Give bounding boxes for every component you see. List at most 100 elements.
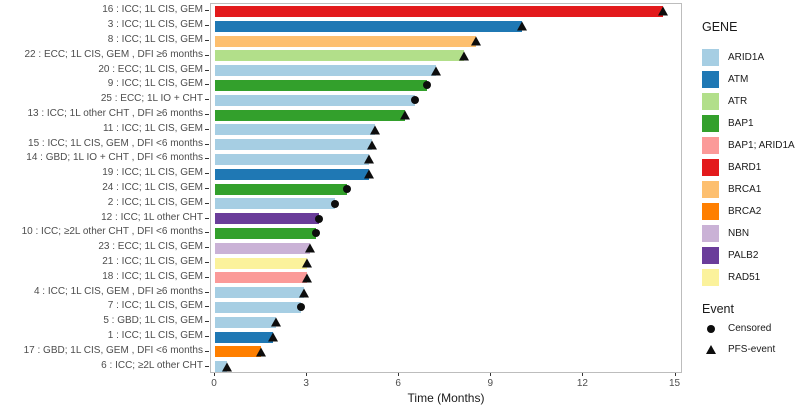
swimmer-bar <box>215 94 415 106</box>
gene-label: PALB2 <box>728 249 759 261</box>
y-tick-mark <box>205 306 209 308</box>
y-axis-label: 19 : ICC; 1L CIS, GEM <box>102 167 203 179</box>
pfs-event-icon <box>702 345 719 354</box>
gene-color-swatch <box>702 246 719 264</box>
legend-event-title: Event <box>702 302 734 316</box>
legend-gene-entry: BRCA1 <box>702 178 800 200</box>
censored-marker <box>330 199 339 208</box>
x-tick-mark <box>214 373 215 376</box>
y-axis-label: 9 : ICC; 1L CIS, GEM <box>107 78 203 90</box>
x-tick-mark <box>582 373 584 376</box>
x-tick-label: 12 <box>576 378 588 389</box>
swimmer-bar <box>215 301 301 313</box>
swimmer-bar <box>215 5 664 17</box>
swimmer-bar <box>215 20 522 32</box>
gene-color-swatch <box>702 114 719 132</box>
gene-label: RAD51 <box>728 271 761 283</box>
x-tick-label: 6 <box>395 378 401 389</box>
x-tick-mark <box>398 373 400 376</box>
gene-label: BARD1 <box>728 161 762 173</box>
x-axis-title: Time (Months) <box>407 391 485 405</box>
swimmer-bar <box>215 124 375 136</box>
plot-panel <box>210 3 682 373</box>
y-axis-label: 1 : ICC; 1L CIS, GEM <box>107 330 203 341</box>
x-tick-mark <box>306 373 308 376</box>
y-axis-label: 25 : ECC; 1L IO + CHT <box>100 93 203 105</box>
x-tick-label: 15 <box>668 378 681 389</box>
censored-marker <box>312 229 321 238</box>
y-tick-mark <box>205 158 209 160</box>
pfs-event-marker <box>470 36 481 46</box>
legend-gene-entry: BAP1; ARID1A <box>702 134 800 156</box>
triangle-shape <box>705 345 716 354</box>
gene-label: BRCA1 <box>728 183 762 195</box>
y-tick-mark <box>205 188 209 189</box>
y-tick-mark <box>205 84 209 86</box>
pfs-event-marker <box>302 258 313 268</box>
gene-label: ATR <box>728 95 748 107</box>
y-axis-label: 24 : ICC; 1L CIS, GEM <box>102 182 203 193</box>
event-label: PFS-event <box>728 344 776 355</box>
swimmer-bar <box>215 272 308 284</box>
pfs-event-marker <box>369 125 380 135</box>
y-tick-mark <box>205 54 209 56</box>
pfs-event-marker <box>658 6 669 16</box>
gene-label: BRCA2 <box>728 205 762 217</box>
swimmer-bar <box>215 316 277 328</box>
legend-event-entry: Censored <box>702 318 800 339</box>
swimmer-bar <box>215 65 437 77</box>
y-axis-label: 10 : ICC; ≥2L other CHT , DFI <6 months <box>21 226 203 238</box>
y-tick-mark <box>205 276 209 278</box>
swimmer-bar <box>215 153 369 165</box>
gene-label: NBN <box>728 227 750 239</box>
y-tick-mark <box>205 321 209 323</box>
swimmer-bar <box>215 79 427 91</box>
y-axis-label: 8 : ICC; 1L CIS, GEM <box>107 34 203 45</box>
legend-gene-entry: BRCA2 <box>702 200 800 222</box>
pfs-event-marker <box>363 154 374 164</box>
y-axis-label: 20 : ECC; 1L CIS, GEM <box>98 63 203 75</box>
pfs-event-marker <box>222 362 233 372</box>
swimmer-bar <box>215 139 372 151</box>
pfs-event-marker <box>256 347 267 357</box>
y-tick-mark <box>205 25 209 27</box>
y-tick-mark <box>205 69 209 71</box>
pfs-event-marker <box>431 66 442 76</box>
x-tick-label: 3 <box>303 378 309 389</box>
legend-event-entries: Censored PFS-event <box>702 318 800 360</box>
censored-marker <box>315 214 324 223</box>
legend-gene-entries: ARID1A ATM ATR BAP1 BAP1; ARID1A BARD1 BRCA1 BR… <box>702 46 800 288</box>
censored-marker <box>296 303 305 312</box>
y-tick-mark <box>205 291 209 293</box>
event-label: Censored <box>728 323 772 334</box>
swimmer-bar <box>215 198 335 210</box>
swimmer-bar <box>215 168 369 180</box>
swimmer-bar <box>215 50 464 62</box>
legend-gene-entry: ATM <box>702 68 800 90</box>
y-tick-mark <box>205 10 209 12</box>
y-tick-mark <box>205 114 209 115</box>
swimmer-bar <box>215 346 262 358</box>
swimmer-bar <box>215 227 317 239</box>
legend-gene-entry: BARD1 <box>702 156 800 178</box>
legend-gene-title: GENE <box>702 20 738 34</box>
gene-color-swatch <box>702 136 719 154</box>
x-tick-label: 9 <box>487 378 494 389</box>
y-tick-mark <box>205 365 209 367</box>
censored-marker <box>422 81 431 90</box>
legend-gene-entry: ARID1A <box>702 46 800 68</box>
y-tick-mark <box>205 247 209 249</box>
pfs-event-marker <box>363 169 374 179</box>
y-axis-label: 22 : ECC; 1L CIS, GEM , DFI ≥6 months <box>24 48 203 60</box>
swimmer-bar <box>215 109 406 121</box>
gene-label: ATM <box>728 73 749 85</box>
legend-gene-entry: RAD51 <box>702 266 800 288</box>
y-axis-label: 7 : ICC; 1L CIS, GEM <box>107 300 203 312</box>
y-axis-label: 2 : ICC; 1L CIS, GEM <box>107 196 203 208</box>
gene-label: BAP1 <box>728 117 754 129</box>
swimmer-bar <box>215 183 347 195</box>
legend: GENE ARID1A ATM ATR BAP1 BAP1; ARID1A BARD1 BR… <box>702 20 800 360</box>
pfs-event-marker <box>366 140 377 150</box>
y-tick-mark <box>205 232 209 234</box>
y-axis-label: 17 : GBD; 1L CIS, GEM , DFI <6 months <box>23 344 203 356</box>
